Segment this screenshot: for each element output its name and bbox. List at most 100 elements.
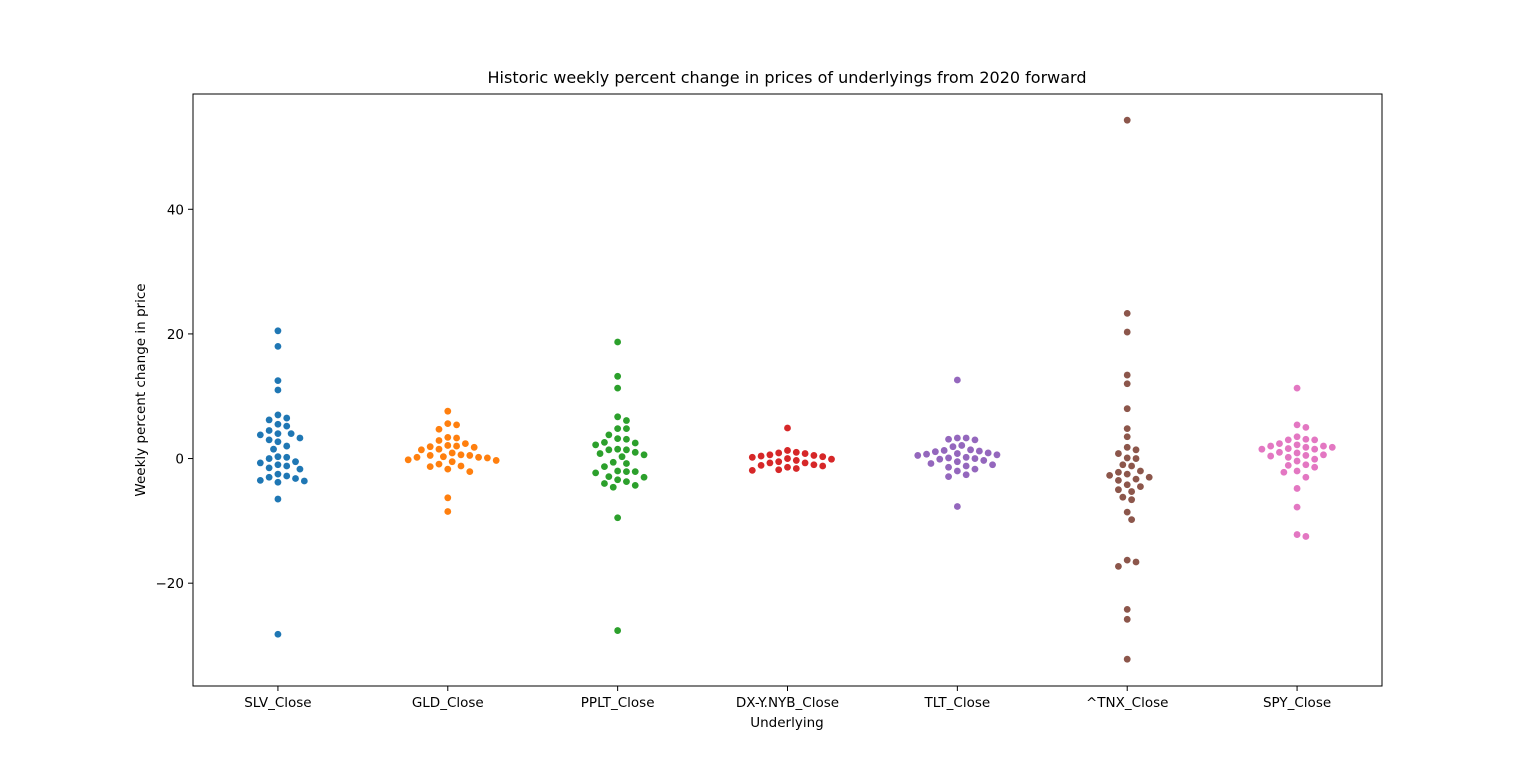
data-point xyxy=(1311,463,1319,471)
x-tick-label: GLD_Close xyxy=(412,695,484,711)
y-tick-label: 20 xyxy=(167,327,184,343)
data-point xyxy=(775,458,783,466)
data-point xyxy=(444,494,452,502)
data-point xyxy=(971,455,979,462)
data-point xyxy=(614,435,622,443)
data-point xyxy=(945,473,952,481)
data-point xyxy=(417,446,425,454)
data-point xyxy=(444,433,452,441)
data-point xyxy=(757,452,765,460)
data-point xyxy=(466,468,474,476)
data-point xyxy=(256,476,264,484)
data-point xyxy=(435,425,443,433)
data-point xyxy=(784,455,791,462)
data-point xyxy=(1137,467,1144,475)
data-point xyxy=(614,372,622,380)
data-point xyxy=(1302,473,1310,481)
data-point xyxy=(914,452,922,459)
data-point xyxy=(1293,384,1301,392)
data-point xyxy=(444,407,452,415)
data-point xyxy=(927,460,935,467)
data-point xyxy=(609,483,617,491)
data-point xyxy=(631,439,639,447)
data-point xyxy=(623,446,630,454)
data-point xyxy=(953,503,961,510)
data-point xyxy=(601,480,608,487)
data-point xyxy=(828,455,835,463)
data-point xyxy=(640,451,648,459)
data-point xyxy=(457,451,465,459)
data-point xyxy=(426,452,434,459)
data-point xyxy=(1123,433,1131,441)
data-point xyxy=(265,416,273,424)
data-point xyxy=(1293,421,1301,429)
data-point xyxy=(631,448,639,456)
data-point xyxy=(1302,435,1310,443)
data-point xyxy=(923,450,930,458)
data-point xyxy=(605,446,613,454)
data-point xyxy=(1119,493,1127,501)
data-point xyxy=(283,422,291,430)
data-point xyxy=(1132,475,1140,483)
data-point xyxy=(274,461,282,469)
data-point xyxy=(1276,440,1283,447)
y-axis: −20 0 20 40 xyxy=(156,202,193,592)
data-point xyxy=(283,442,291,450)
data-point xyxy=(614,425,622,433)
data-point xyxy=(435,445,443,453)
data-point xyxy=(623,468,630,476)
data-point xyxy=(623,478,630,486)
data-point xyxy=(1293,449,1301,457)
data-point xyxy=(453,442,460,450)
data-point xyxy=(1123,309,1131,317)
data-point xyxy=(1320,442,1327,450)
data-point xyxy=(953,450,961,457)
y-tick-label: −20 xyxy=(156,576,185,592)
data-point xyxy=(631,481,639,489)
data-point xyxy=(980,457,988,464)
data-point xyxy=(256,459,264,467)
data-point xyxy=(936,455,944,463)
data-point xyxy=(1311,445,1319,453)
data-point xyxy=(940,447,948,454)
data-point xyxy=(967,446,974,454)
data-point xyxy=(283,462,291,470)
data-point xyxy=(1276,448,1283,456)
data-point xyxy=(1293,433,1301,441)
data-point xyxy=(461,440,469,447)
data-point xyxy=(1328,443,1336,451)
data-point xyxy=(274,470,282,478)
data-point xyxy=(1115,450,1122,457)
data-point xyxy=(623,417,630,424)
data-point xyxy=(274,411,282,419)
data-point xyxy=(971,436,979,444)
data-point xyxy=(945,454,952,462)
data-point xyxy=(792,448,800,456)
data-point xyxy=(404,456,412,464)
data-point xyxy=(274,453,282,461)
data-point xyxy=(1302,533,1310,540)
data-point xyxy=(614,476,622,484)
data-point xyxy=(274,420,282,428)
data-point xyxy=(1123,556,1131,564)
data-point xyxy=(265,464,273,472)
data-point xyxy=(444,508,452,515)
data-point xyxy=(766,451,774,459)
data-point xyxy=(492,457,500,464)
data-point xyxy=(596,450,604,457)
data-point xyxy=(448,458,456,466)
data-point xyxy=(1311,436,1319,444)
data-point xyxy=(1119,461,1127,469)
data-point xyxy=(292,475,299,482)
data-point xyxy=(989,461,996,469)
data-point xyxy=(993,451,1001,459)
data-point xyxy=(1128,462,1136,470)
data-point xyxy=(1267,452,1275,460)
data-point xyxy=(810,461,818,469)
data-point xyxy=(1293,485,1301,492)
data-point xyxy=(265,455,273,462)
data-point xyxy=(1128,488,1136,495)
data-point xyxy=(274,495,282,503)
data-point xyxy=(274,327,282,335)
